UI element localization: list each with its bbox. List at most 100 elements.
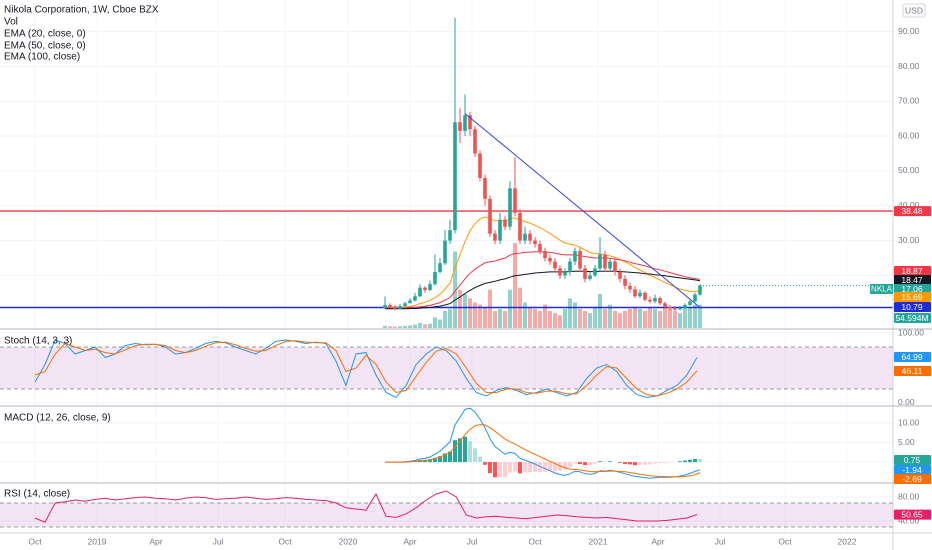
x-tick-label: Oct xyxy=(28,536,42,546)
y-tick-label: 80.00 xyxy=(898,61,920,71)
histogram-bar xyxy=(593,462,597,464)
candle-body xyxy=(538,244,542,252)
histogram-bar xyxy=(623,462,627,465)
volume-bar xyxy=(498,308,502,328)
candle-body xyxy=(453,122,457,231)
candle-body xyxy=(603,254,607,269)
histogram-bar xyxy=(528,462,532,473)
trendline xyxy=(464,113,701,308)
price-label: -1.94 xyxy=(902,465,922,475)
price-label: 38.48 xyxy=(901,206,923,216)
y-tick-label: 30.00 xyxy=(898,235,920,245)
x-tick-label: Jul xyxy=(467,536,478,546)
histogram-bar xyxy=(498,462,502,478)
currency-box[interactable] xyxy=(902,3,926,18)
volume-bar xyxy=(463,294,467,328)
y-tick-label: 40.00 xyxy=(898,515,920,525)
histogram-bar xyxy=(683,460,687,463)
volume-bar xyxy=(638,308,642,328)
volume-bar xyxy=(678,313,682,328)
volume-bar xyxy=(483,306,487,328)
marks xyxy=(0,17,893,528)
candle-body xyxy=(493,233,497,241)
y-tick-label: 70.00 xyxy=(898,96,920,106)
x-tick-label: Apr xyxy=(651,536,664,546)
price-label-box xyxy=(894,206,931,217)
candle-body xyxy=(408,300,412,304)
band xyxy=(0,503,893,528)
histogram-bar xyxy=(618,462,622,463)
candle-body xyxy=(518,212,522,241)
volume-bar xyxy=(533,308,537,328)
histogram-bar xyxy=(443,453,447,463)
histogram-bar xyxy=(638,462,642,465)
price-label-box xyxy=(894,275,931,285)
candle-body xyxy=(698,285,702,295)
volume-bar xyxy=(698,304,702,328)
candle-body xyxy=(508,188,512,227)
candle-body xyxy=(393,307,397,309)
volume-bar xyxy=(623,311,627,328)
histogram-bar xyxy=(523,462,527,473)
histogram-bar xyxy=(453,440,457,463)
candle-body xyxy=(498,219,502,241)
candle-body xyxy=(668,306,672,309)
volume-bar xyxy=(683,308,687,328)
price-label: 54.594M xyxy=(895,313,928,323)
histogram-bar xyxy=(653,462,657,464)
price-label-box xyxy=(894,292,931,302)
volume-bar xyxy=(643,311,647,328)
histogram-bar xyxy=(473,448,477,463)
pane-title: MACD (12, 26, close, 9) xyxy=(4,413,111,424)
candle-body xyxy=(478,153,482,178)
price-label: 64.99 xyxy=(901,352,923,362)
volume-bar xyxy=(488,289,492,328)
price-label-box xyxy=(894,474,931,484)
y-tick-label: 100.00 xyxy=(898,327,924,337)
volume-bar xyxy=(418,322,422,328)
histogram-bar xyxy=(573,462,577,464)
candle-body xyxy=(448,230,452,241)
histogram-bar xyxy=(538,462,542,472)
price-label-box xyxy=(894,313,931,323)
histogram-bar xyxy=(543,462,547,472)
volume-bar xyxy=(568,298,572,328)
histogram-bar xyxy=(563,462,567,470)
volume-bar xyxy=(648,306,652,328)
candle-body xyxy=(578,251,582,269)
volume-bar xyxy=(578,308,582,328)
volume-bar xyxy=(633,306,637,328)
volume-bar xyxy=(548,311,552,328)
volume-bar xyxy=(558,315,562,328)
y-tick-label: 50.00 xyxy=(898,165,920,175)
histogram-bar xyxy=(428,459,432,463)
candle-body xyxy=(688,301,692,306)
x-tick-label: Oct xyxy=(778,536,792,546)
price-label-box xyxy=(894,366,931,376)
volume-bar xyxy=(453,251,457,328)
symbol-label: NKLA xyxy=(871,285,893,294)
pane-title: Stoch (14, 3, 3) xyxy=(4,336,72,347)
y-tick-label: 90.00 xyxy=(898,26,920,36)
x-tick-label: Apr xyxy=(403,536,416,546)
y-tick-label: 5.00 xyxy=(898,437,915,447)
histogram-bar xyxy=(438,456,442,463)
x-tick-label: Jul xyxy=(213,536,224,546)
histogram-bar xyxy=(698,459,702,463)
volume-bar xyxy=(618,313,622,328)
volume-bar xyxy=(438,319,442,328)
candle-body xyxy=(608,261,612,269)
histogram-bar xyxy=(448,451,452,463)
histogram-bar xyxy=(633,462,637,466)
volume-bar xyxy=(668,308,672,328)
x-tick-label: Jul xyxy=(715,536,726,546)
price-label-box xyxy=(894,352,931,362)
volume-bar xyxy=(603,308,607,328)
candle-body xyxy=(423,287,427,291)
price-label: -2.69 xyxy=(902,474,922,484)
candle-body xyxy=(418,287,422,297)
candle-body xyxy=(428,284,432,291)
candle-body xyxy=(588,275,592,279)
price-label: 50.65 xyxy=(901,509,923,519)
